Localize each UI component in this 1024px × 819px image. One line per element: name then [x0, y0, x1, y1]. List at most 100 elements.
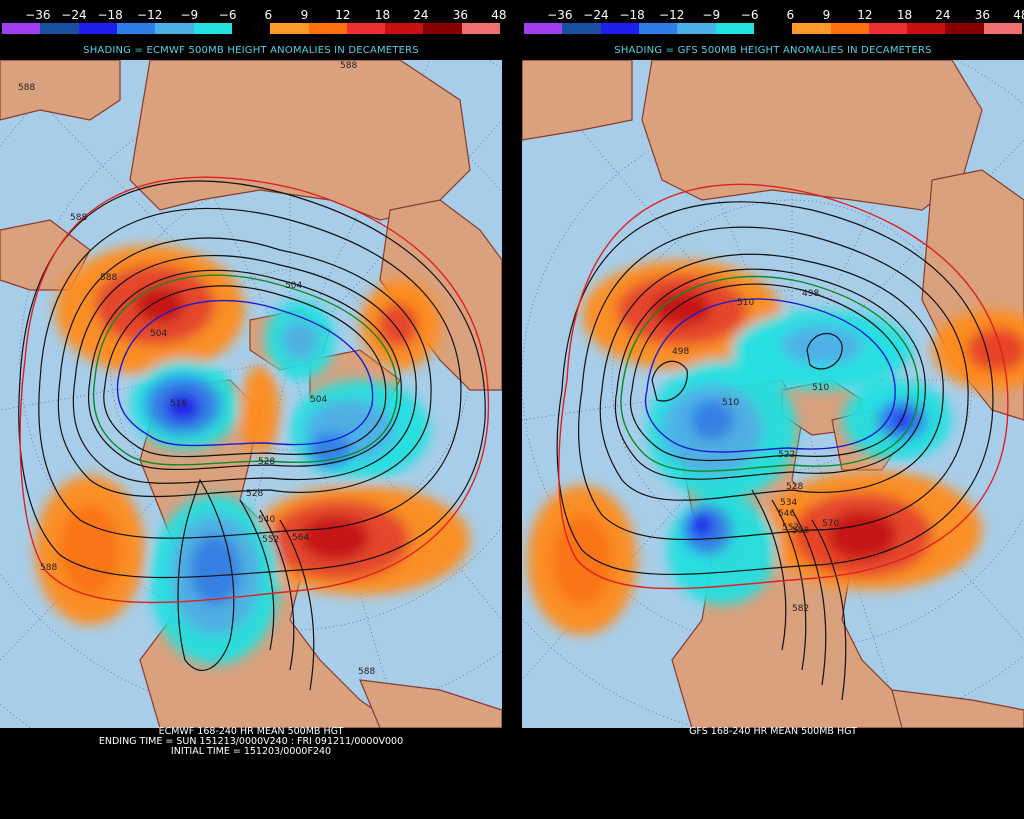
- colorbar-swatch: [907, 23, 946, 34]
- colorbar: [524, 23, 1023, 34]
- colorbar-swatch: [2, 23, 41, 34]
- colorbar-swatch: [600, 23, 639, 34]
- colorbar-label: −6: [218, 8, 237, 22]
- panel-divider: [502, 0, 522, 819]
- colorbar-swatch: [231, 23, 271, 34]
- colorbar-label: 24: [935, 8, 951, 22]
- contour-label: 498: [672, 347, 689, 357]
- colorbar-label: −24: [61, 8, 87, 22]
- contour-label: 558: [792, 526, 809, 536]
- colorbar-label: 18: [896, 8, 913, 22]
- contour-labels: 588 588 588 504 504 504 516 528 528 540 552 564 588 5…: [18, 61, 375, 677]
- caption-line-1: ECMWF 168-240 HR MEAN 500MB HGT: [158, 726, 344, 737]
- contour-label: 522: [778, 450, 795, 460]
- contour-label: 510: [812, 383, 829, 393]
- colorbar-swatch: [78, 23, 117, 34]
- colorbar-label: 6: [264, 8, 273, 22]
- colorbar-swatch: [868, 23, 908, 34]
- caption: ECMWF 168-240 HR MEAN 500MB HGT ENDING T…: [0, 727, 502, 757]
- anomaly-shading: [527, 260, 1024, 635]
- colorbar-swatch: [193, 23, 232, 34]
- colorbar-swatch: [524, 23, 563, 34]
- height-contours: [556, 201, 994, 701]
- colorbar-label: −9: [702, 8, 721, 22]
- special-contours: [19, 176, 490, 604]
- colorbar-label: −18: [97, 8, 123, 22]
- colorbar-swatch: [423, 23, 462, 34]
- colorbar-label: 18: [374, 8, 391, 22]
- contour-label: 552: [262, 535, 279, 545]
- contour-label: 564: [292, 533, 309, 543]
- colorbar-label: 36: [452, 8, 469, 22]
- contour-label: 510: [737, 298, 754, 308]
- colorbar-label: −36: [547, 8, 573, 22]
- colorbar-label: 24: [413, 8, 429, 22]
- contour-label: 528: [786, 482, 803, 492]
- contour-label: 588: [18, 83, 35, 93]
- colorbar-swatch: [346, 23, 386, 34]
- colorbar: [2, 23, 501, 34]
- contour-label: 510: [722, 398, 739, 408]
- contour-label: 588: [40, 563, 57, 573]
- colorbar-swatch: [562, 23, 601, 34]
- caption: GFS 168-240 HR MEAN 500MB HGT: [522, 727, 1024, 737]
- ecmwf-map-svg: 588 588 588 504 504 504 516 528 528 540 552 564 588 5…: [0, 60, 502, 728]
- ecmwf-panel: −36 −24 −18 −12 −9 −6 6 9 12 18 24 36 48 SHADING = E…: [0, 0, 507, 819]
- caption-line-2: ENDING TIME = SUN 151213/0000V240 : FRI …: [98, 736, 404, 747]
- colorbar-swatch: [945, 23, 984, 34]
- colorbar-swatch: [308, 23, 347, 34]
- colorbar-label: 9: [822, 8, 831, 22]
- colorbar-swatch: [270, 23, 309, 34]
- contour-label: 516: [170, 399, 187, 409]
- colorbar-labels: −36 −24 −18 −12 −9 −6 6 9 12 18 24 36 48: [522, 8, 1024, 22]
- colorbar-swatch: [461, 23, 501, 34]
- contour-label: 588: [100, 273, 117, 283]
- colorbar-label: 6: [786, 8, 795, 22]
- caption-line-3: INITIAL TIME = 151203/0000F240: [170, 746, 332, 757]
- colorbar-label: −6: [740, 8, 759, 22]
- gfs-panel: −36 −24 −18 −12 −9 −6 6 9 12 18 24 36 48 SHADING = G…: [522, 0, 1024, 819]
- colorbar-swatch: [792, 23, 831, 34]
- colorbar-label: 12: [857, 8, 873, 22]
- colorbar-swatch: [830, 23, 869, 34]
- colorbar-swatch: [753, 23, 793, 34]
- contour-label: 552: [782, 523, 799, 533]
- colorbar-label: 9: [300, 8, 309, 22]
- caption-line-1: GFS 168-240 HR MEAN 500MB HGT: [689, 726, 857, 737]
- gfs-map: 510 498 498 510 510 522 528 534 546 552 558 570 582: [522, 60, 1024, 728]
- colorbar-swatch: [385, 23, 424, 34]
- shading-title: SHADING = GFS 500MB HEIGHT ANOMALIES IN …: [614, 45, 932, 56]
- colorbar-label: −9: [180, 8, 199, 22]
- colorbar-label: 48: [491, 8, 507, 22]
- contour-label: 528: [258, 457, 275, 467]
- contour-label: 504: [285, 281, 302, 291]
- height-contours: [18, 180, 486, 691]
- colorbar-swatch: [715, 23, 754, 34]
- contour-label: 504: [150, 329, 167, 339]
- ecmwf-map: 588 588 588 504 504 504 516 528 528 540 552 564 588 5…: [0, 60, 502, 728]
- colorbar-label: 36: [974, 8, 991, 22]
- contour-label: 582: [792, 604, 809, 614]
- anomaly-shading: [35, 245, 470, 665]
- contour-label: 528: [246, 489, 263, 499]
- contour-label: 546: [778, 509, 795, 519]
- contour-label: 570: [822, 519, 839, 529]
- colorbar-label: 12: [335, 8, 351, 22]
- colorbar-swatch: [677, 23, 716, 34]
- contour-label: 534: [780, 498, 797, 508]
- colorbar-swatch: [983, 23, 1023, 34]
- colorbar-label: −36: [25, 8, 51, 22]
- colorbar-label: −24: [583, 8, 609, 22]
- colorbar-label: −12: [659, 8, 685, 22]
- contour-label: 588: [70, 213, 87, 223]
- colorbar-label: −12: [137, 8, 163, 22]
- colorbar-label: 48: [1013, 8, 1024, 22]
- colorbar-swatch: [155, 23, 194, 34]
- colorbar-label: −18: [619, 8, 645, 22]
- contour-label: 588: [358, 667, 375, 677]
- contour-label: 504: [310, 395, 327, 405]
- contour-label: 540: [258, 515, 275, 525]
- colorbar-swatch: [638, 23, 678, 34]
